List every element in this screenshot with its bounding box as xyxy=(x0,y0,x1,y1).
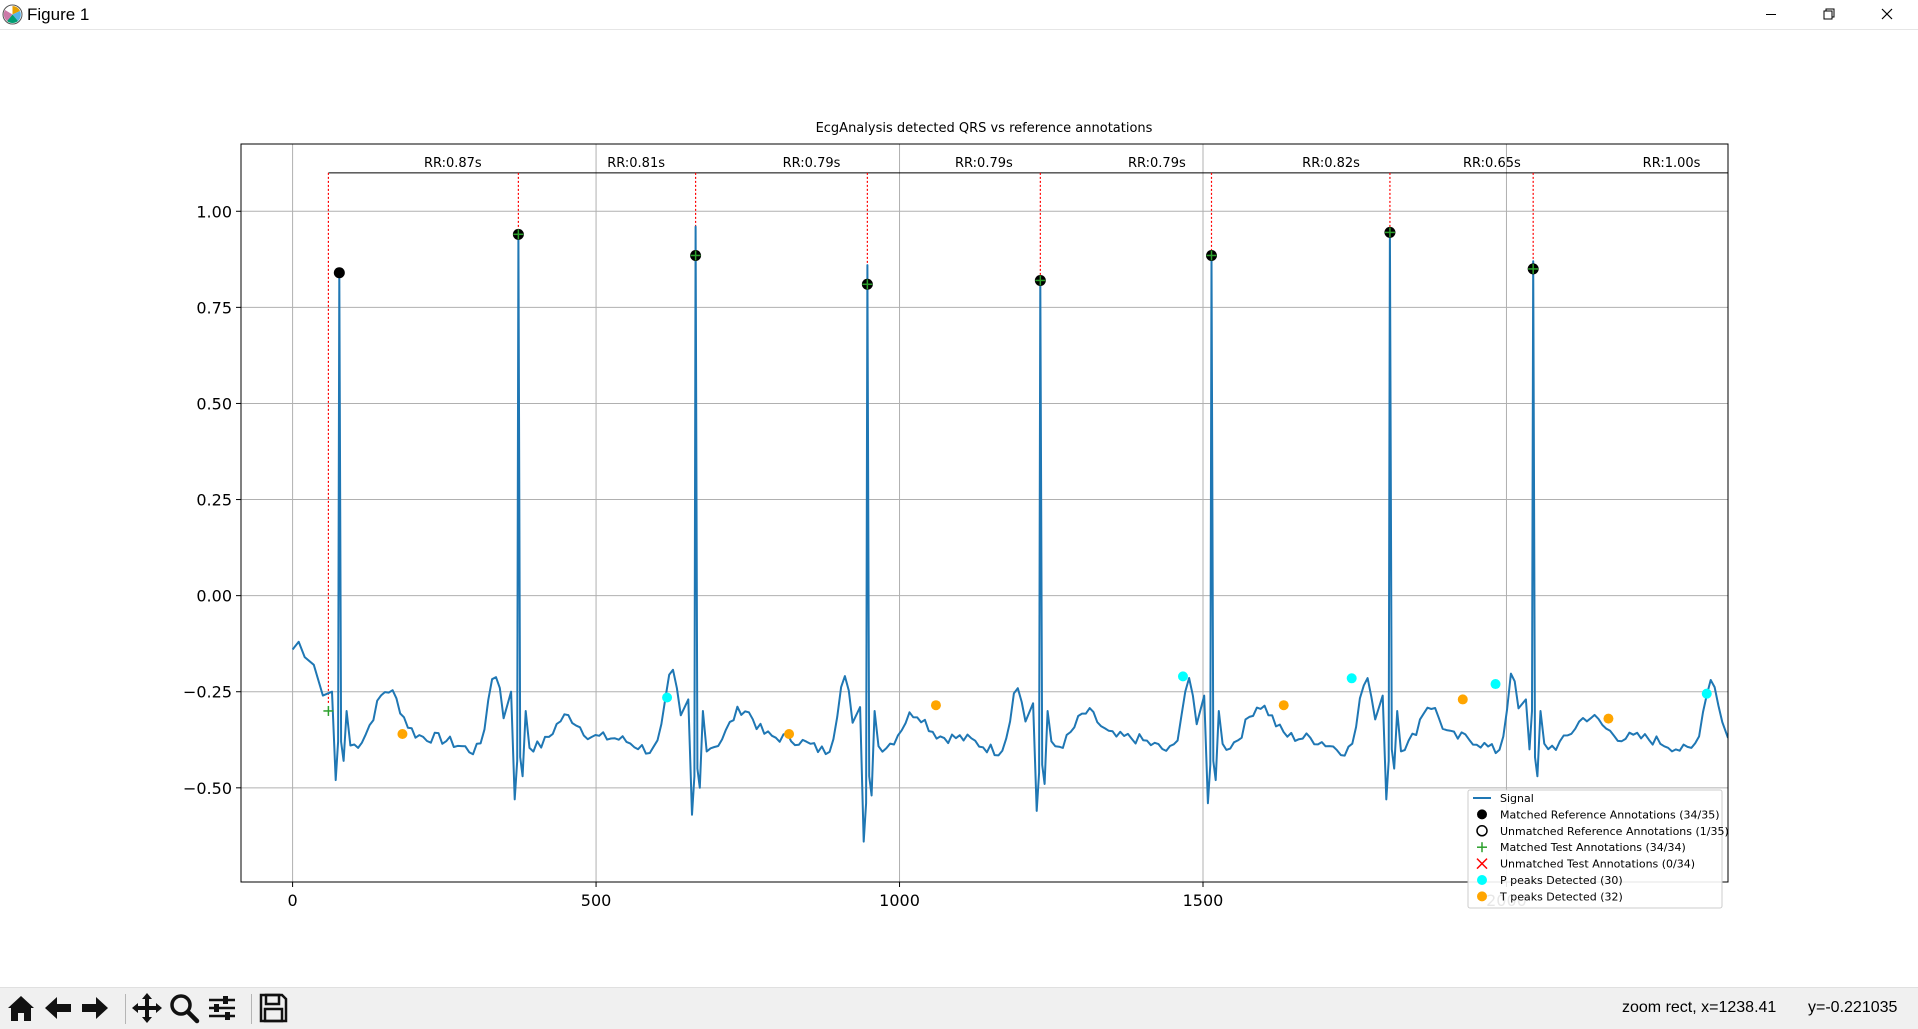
y-tick-label: 0.75 xyxy=(196,298,232,317)
p-peak-marker xyxy=(1177,671,1188,682)
legend-ring-swatch xyxy=(1476,825,1488,837)
matched-test-marker xyxy=(513,229,524,240)
legend-entry: Signal xyxy=(1473,792,1534,805)
axes-frame xyxy=(240,143,1729,883)
rr-annotations: RR:0.87s RR:0.81s RR:0.79s RR:0.79s RR:0.79s… xyxy=(327,156,1728,704)
y-tick-label: −0.50 xyxy=(183,779,232,798)
window-title: Figure 1 xyxy=(27,5,90,24)
legend-label: Signal xyxy=(1500,792,1534,805)
annotation-markers xyxy=(323,226,1712,740)
x-tick-label: 1500 xyxy=(1183,891,1224,910)
legend-x-swatch xyxy=(1476,858,1488,870)
legend-dot-swatch xyxy=(1477,809,1487,820)
p-peak-marker xyxy=(662,692,673,703)
arrow-left-icon xyxy=(45,997,71,1019)
rr-label: RR:0.81s xyxy=(607,156,665,171)
legend-entry: Unmatched Reference Annotations (1/35) xyxy=(1476,825,1729,838)
matched-test-marker xyxy=(690,250,701,261)
matched-test-marker xyxy=(1384,227,1395,238)
y-tick-label: −0.25 xyxy=(183,683,232,702)
legend-label: Unmatched Reference Annotations (1/35) xyxy=(1500,825,1729,838)
legend-entry: Matched Reference Annotations (34/35) xyxy=(1477,808,1720,821)
p-peak-marker xyxy=(1490,679,1501,690)
matched-test-marker xyxy=(1528,263,1539,274)
title-bar: Figure 1 xyxy=(0,0,1918,30)
y-tick-label: 0.00 xyxy=(196,587,232,606)
arrow-right-icon xyxy=(82,997,108,1019)
minimize-button[interactable] xyxy=(1742,0,1800,29)
matched-reference-marker xyxy=(333,267,345,279)
t-peak-marker xyxy=(1278,700,1289,711)
rr-label: RR:1.00s xyxy=(1643,156,1701,171)
legend: Signal Matched Reference Annotations (34/… xyxy=(1467,789,1729,909)
legend-label: T peaks Detected (32) xyxy=(1499,890,1623,903)
legend-label: Matched Test Annotations (34/34) xyxy=(1500,841,1686,854)
grid xyxy=(241,144,1728,882)
close-button[interactable] xyxy=(1858,0,1916,29)
configure-subplots-button[interactable] xyxy=(205,991,239,1025)
legend-entry: P peaks Detected (30) xyxy=(1477,874,1623,887)
move-icon xyxy=(132,993,162,1023)
t-peak-marker xyxy=(397,729,408,740)
status-cursor-x: zoom rect, x=1238.41 xyxy=(1622,999,1777,1016)
chart-title: EcgAnalysis detected QRS vs reference an… xyxy=(816,121,1153,136)
matplotlib-icon xyxy=(2,4,23,25)
t-peak-marker xyxy=(1603,713,1614,724)
restore-icon xyxy=(1823,8,1835,20)
navigation-toolbar: zoom rect, x=1238.41 y=-0.221035 xyxy=(0,987,1918,1029)
ecg-plot[interactable]: EcgAnalysis detected QRS vs reference an… xyxy=(0,30,1918,987)
magnifier-icon xyxy=(170,994,200,1024)
signal-series xyxy=(291,225,1728,843)
legend-box xyxy=(1467,789,1723,909)
minimize-icon xyxy=(1766,14,1776,15)
x-tick-label: 1000 xyxy=(879,891,920,910)
p-peak-marker xyxy=(1701,688,1712,699)
rr-label: RR:0.79s xyxy=(783,156,841,171)
status-cursor-y: y=-0.221035 xyxy=(1808,999,1898,1016)
y-tick-label: 1.00 xyxy=(196,202,232,221)
restore-button[interactable] xyxy=(1800,0,1858,29)
figure-canvas[interactable]: EcgAnalysis detected QRS vs reference an… xyxy=(0,30,1918,987)
legend-label: Unmatched Test Annotations (0/34) xyxy=(1500,858,1695,871)
matched-test-marker xyxy=(323,705,334,716)
toolbar-separator xyxy=(251,994,252,1024)
signal-line xyxy=(291,225,1728,843)
sliders-icon xyxy=(209,996,235,1020)
home-icon xyxy=(8,996,34,1021)
t-peak-marker xyxy=(1457,694,1468,705)
legend-dot-swatch xyxy=(1477,891,1487,902)
toolbar-separator xyxy=(125,994,126,1024)
axis-ticks: 0500100015002000−0.50−0.250.000.250.500.… xyxy=(183,202,1527,910)
rr-label: RR:0.65s xyxy=(1463,156,1521,171)
y-tick-label: 0.25 xyxy=(196,491,232,510)
p-peak-marker xyxy=(1346,673,1357,684)
t-peak-marker xyxy=(784,729,795,740)
save-button[interactable] xyxy=(256,991,290,1025)
matched-test-marker xyxy=(862,279,873,290)
matched-test-marker xyxy=(1035,275,1046,286)
matched-test-marker xyxy=(1206,250,1217,261)
back-button[interactable] xyxy=(41,991,75,1025)
forward-button[interactable] xyxy=(78,991,112,1025)
rr-label: RR:0.82s xyxy=(1302,156,1360,171)
y-tick-label: 0.50 xyxy=(196,394,232,413)
legend-dot-swatch xyxy=(1477,875,1487,885)
rr-label: RR:0.87s xyxy=(424,156,482,171)
legend-entry: Unmatched Test Annotations (0/34) xyxy=(1476,858,1695,871)
rr-label: RR:0.79s xyxy=(1128,156,1186,171)
t-peak-marker xyxy=(930,700,941,711)
rr-label: RR:0.79s xyxy=(955,156,1013,171)
legend-entry: T peaks Detected (32) xyxy=(1477,890,1623,903)
zoom-button[interactable] xyxy=(167,991,201,1025)
legend-label: P peaks Detected (30) xyxy=(1500,874,1623,887)
floppy-disk-icon xyxy=(259,993,288,1023)
legend-entry: Matched Test Annotations (34/34) xyxy=(1477,841,1686,854)
home-button[interactable] xyxy=(4,991,38,1025)
close-icon xyxy=(1881,8,1893,20)
legend-label: Matched Reference Annotations (34/35) xyxy=(1500,808,1720,821)
pan-button[interactable] xyxy=(130,991,164,1025)
x-tick-label: 0 xyxy=(287,891,297,910)
x-tick-label: 500 xyxy=(581,891,612,910)
